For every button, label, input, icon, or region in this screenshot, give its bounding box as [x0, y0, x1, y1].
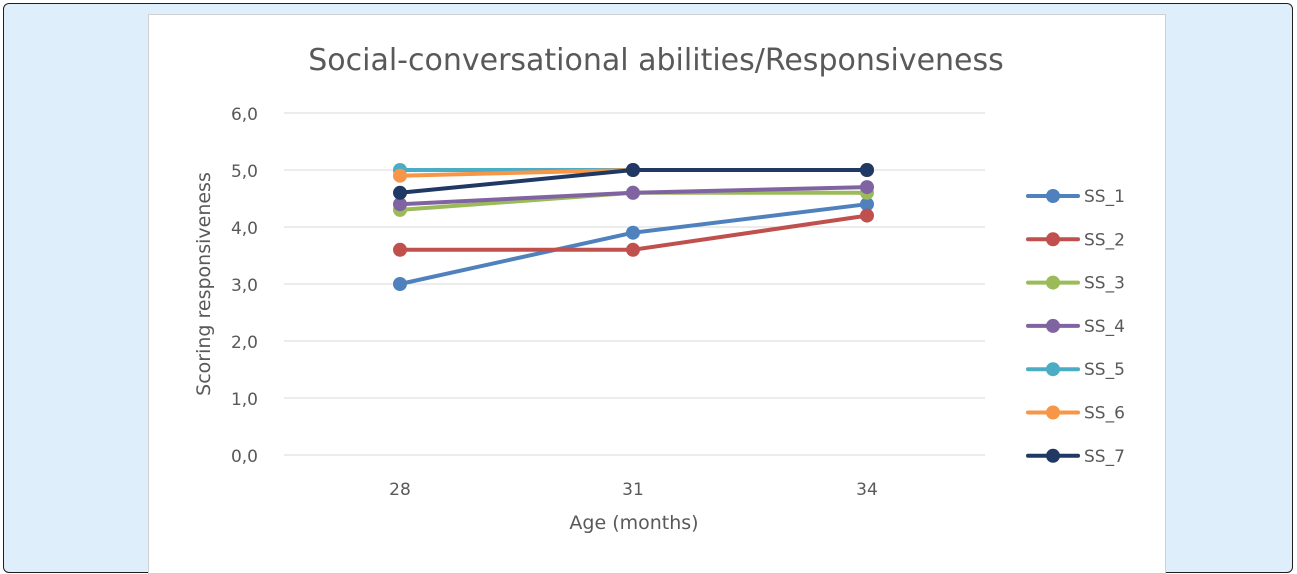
y-tick-label: 1,0: [231, 390, 258, 410]
legend-label: SS_2: [1084, 230, 1125, 250]
y-tick-label: 6,0: [231, 105, 258, 125]
x-tick-label: 31: [622, 480, 644, 500]
legend-label: SS_5: [1084, 360, 1125, 380]
legend-label: SS_3: [1084, 274, 1125, 294]
x-tick-label: 28: [389, 480, 411, 500]
y-tick-label: 0,0: [231, 447, 258, 467]
x-tick-label: 34: [856, 480, 878, 500]
series-lines: [393, 163, 874, 291]
data-point: [626, 185, 640, 200]
data-point: [860, 208, 874, 223]
data-point: [860, 197, 874, 212]
data-point: [393, 185, 407, 200]
y-axis-label: Scoring responsiveness: [193, 172, 215, 396]
legend-marker: [1046, 189, 1060, 203]
legend-item: SS_6: [1026, 404, 1125, 424]
chart-panel: [148, 14, 1166, 574]
data-point: [626, 242, 640, 257]
legend-item: SS_2: [1026, 230, 1125, 250]
data-point: [393, 197, 407, 212]
legend-label: SS_7: [1084, 447, 1125, 467]
y-tick-label: 3,0: [231, 276, 258, 296]
legend-item: SS_4: [1026, 317, 1125, 337]
legend-item: SS_3: [1026, 274, 1125, 294]
data-point: [393, 168, 407, 183]
legend-marker: [1046, 318, 1060, 333]
series-ss-7: [393, 163, 874, 200]
legend-marker: [1046, 275, 1060, 290]
y-tick-label: 4,0: [231, 219, 258, 239]
data-point: [393, 242, 407, 257]
series-ss-4: [393, 180, 874, 212]
x-axis-label: Age (months): [569, 512, 698, 534]
data-point: [626, 225, 640, 240]
data-point: [393, 277, 407, 291]
legend-item: SS_5: [1026, 360, 1125, 380]
series-ss-2: [393, 208, 874, 257]
legend-marker: [1046, 232, 1060, 247]
legend-label: SS_6: [1084, 404, 1125, 424]
legend-item: SS_1: [1026, 187, 1125, 207]
y-axis-tick-labels: 0,0 1,0 2,0 3,0 4,0 5,0 6,0: [231, 105, 258, 467]
x-axis-tick-labels: 28 31 34: [389, 480, 878, 500]
y-tick-label: 5,0: [231, 162, 258, 182]
chart-title: Social-conversational abilities/Responsi…: [308, 43, 1004, 78]
legend: SS_1 SS_2 SS_3 SS_4 SS_5 SS_6 SS_7: [1026, 187, 1125, 467]
data-point: [860, 180, 874, 195]
data-point: [860, 163, 874, 177]
data-point: [626, 163, 640, 177]
legend-marker: [1046, 405, 1060, 420]
series-ss-1: [393, 197, 874, 291]
legend-marker: [1046, 448, 1060, 463]
legend-marker: [1046, 362, 1060, 377]
legend-label: SS_4: [1084, 317, 1125, 337]
legend-item: SS_7: [1026, 447, 1125, 467]
legend-label: SS_1: [1084, 187, 1125, 207]
y-tick-label: 2,0: [231, 333, 258, 353]
